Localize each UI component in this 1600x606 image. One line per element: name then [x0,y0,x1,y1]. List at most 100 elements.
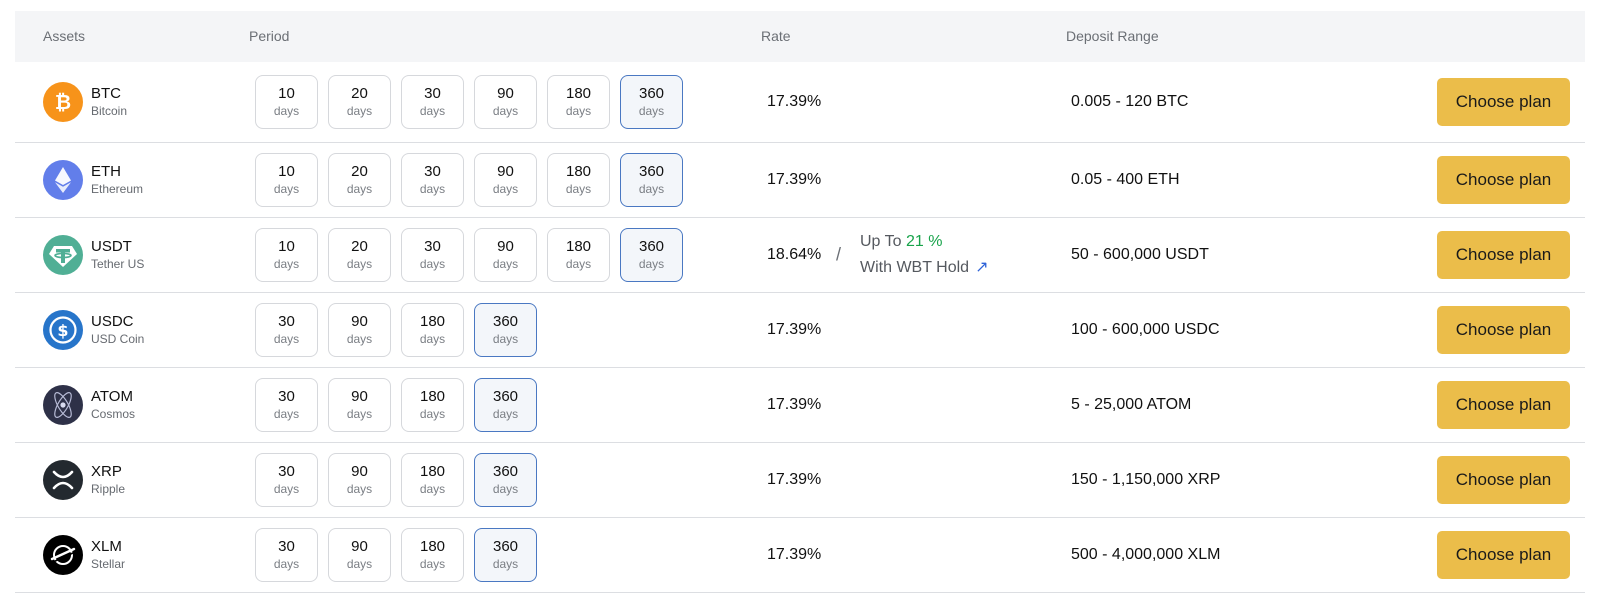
asset-cell: XLM Stellar [43,535,125,575]
choose-plan-button[interactable]: Choose plan [1437,156,1570,204]
period-unit: days [346,482,373,496]
table-row: $ USDC USD Coin 30 days 90 days 180 days… [15,293,1585,368]
period-option-30-days[interactable]: 30 days [255,528,318,582]
table-row: ETH Ethereum 10 days 20 days 30 days 90 … [15,143,1585,218]
period-unit: days [565,257,592,271]
rate-value: 18.64% [767,246,822,263]
period-option-360-days[interactable]: 360 days [474,453,537,507]
period-selector: 30 days 90 days 180 days 360 days [255,378,547,432]
rate-value: 17.39% [767,171,822,188]
period-unit: days [346,332,373,346]
bonus-condition: With WBT Hold [860,259,970,277]
period-option-90-days[interactable]: 90 days [328,303,391,357]
period-option-90-days[interactable]: 90 days [328,528,391,582]
period-option-90-days[interactable]: 90 days [328,378,391,432]
period-unit: days [492,407,519,421]
period-unit: days [346,257,373,271]
period-option-10-days[interactable]: 10 days [255,228,318,282]
wbt-bonus-link[interactable]: Up To 21 % With WBT Hold ↗ [860,229,988,281]
rate-value: 17.39% [767,93,822,110]
period-option-20-days[interactable]: 20 days [328,75,391,129]
period-option-30-days[interactable]: 30 days [255,453,318,507]
period-option-180-days[interactable]: 180 days [401,453,464,507]
period-option-90-days[interactable]: 90 days [328,453,391,507]
asset-symbol: ATOM [91,388,133,405]
period-number: 180 [419,388,446,405]
period-option-180-days[interactable]: 180 days [401,303,464,357]
choose-plan-button[interactable]: Choose plan [1437,231,1570,279]
asset-name: Cosmos [91,407,136,421]
period-option-360-days[interactable]: 360 days [620,75,683,129]
period-option-90-days[interactable]: 90 days [474,153,537,207]
asset-name: Ripple [91,482,126,496]
asset-cell: ETH Ethereum [43,160,143,200]
period-option-20-days[interactable]: 20 days [328,153,391,207]
period-option-10-days[interactable]: 10 days [255,153,318,207]
tether-icon [43,235,83,275]
asset-symbol: ETH [91,163,121,180]
period-option-30-days[interactable]: 30 days [255,303,318,357]
choose-plan-button[interactable]: Choose plan [1437,531,1570,579]
period-unit: days [346,557,373,571]
header-rate: Rate [761,28,791,44]
rate-value: 17.39% [767,471,822,488]
rate-value: 17.39% [767,321,822,338]
table-row: ₿ BTC Bitcoin 10 days 20 days 30 days 90… [15,62,1585,143]
choose-plan-button[interactable]: Choose plan [1437,381,1570,429]
period-unit: days [419,482,446,496]
choose-plan-button[interactable]: Choose plan [1437,306,1570,354]
period-option-30-days[interactable]: 30 days [401,75,464,129]
period-number: 30 [278,313,295,330]
period-unit: days [419,104,446,118]
period-option-180-days[interactable]: 180 days [401,528,464,582]
usdc-icon: $ [43,310,83,350]
period-option-360-days[interactable]: 360 days [474,528,537,582]
period-option-360-days[interactable]: 360 days [620,153,683,207]
choose-plan-button[interactable]: Choose plan [1437,456,1570,504]
period-option-10-days[interactable]: 10 days [255,75,318,129]
asset-cell: USDT Tether US [43,235,144,275]
rate-value: 17.39% [767,546,822,563]
period-selector: 10 days 20 days 30 days 90 days 180 days… [255,75,693,129]
period-unit: days [492,557,519,571]
asset-name: Tether US [91,257,145,271]
header-assets: Assets [43,28,86,44]
period-unit: days [273,557,300,571]
period-option-360-days[interactable]: 360 days [474,378,537,432]
period-option-360-days[interactable]: 360 days [620,228,683,282]
period-option-180-days[interactable]: 180 days [547,153,610,207]
period-option-30-days[interactable]: 30 days [255,378,318,432]
table-row: XLM Stellar 30 days 90 days 180 days 360… [15,518,1585,593]
period-option-180-days[interactable]: 180 days [401,378,464,432]
period-number: 180 [565,85,592,102]
period-option-30-days[interactable]: 30 days [401,228,464,282]
period-unit: days [273,257,300,271]
choose-plan-button[interactable]: Choose plan [1437,78,1570,126]
period-number: 90 [497,238,514,255]
period-option-180-days[interactable]: 180 days [547,75,610,129]
rate-separator: / [836,244,842,265]
period-option-180-days[interactable]: 180 days [547,228,610,282]
period-number: 10 [278,163,295,180]
period-number: 360 [492,388,519,405]
asset-symbol: USDT [91,238,132,255]
period-selector: 30 days 90 days 180 days 360 days [255,453,547,507]
asset-symbol: BTC [91,85,121,102]
period-selector: 30 days 90 days 180 days 360 days [255,528,547,582]
period-option-90-days[interactable]: 90 days [474,228,537,282]
period-unit: days [273,104,300,118]
period-number: 90 [497,163,514,180]
period-option-360-days[interactable]: 360 days [474,303,537,357]
period-number: 180 [419,538,446,555]
period-unit: days [565,182,592,196]
asset-cell: ATOM Cosmos [43,385,135,425]
period-number: 20 [351,238,368,255]
deposit-range: 5 - 25,000 ATOM [1071,396,1192,413]
period-option-30-days[interactable]: 30 days [401,153,464,207]
period-number: 180 [565,163,592,180]
period-unit: days [638,104,665,118]
period-option-90-days[interactable]: 90 days [474,75,537,129]
period-number: 90 [351,538,368,555]
period-unit: days [638,257,665,271]
period-option-20-days[interactable]: 20 days [328,228,391,282]
